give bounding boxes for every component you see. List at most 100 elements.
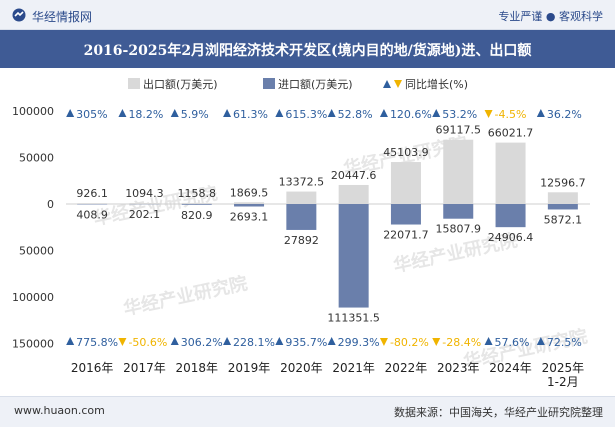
- export-data-label: 1869.5: [230, 186, 269, 199]
- yoy-up-triangle-icon: [327, 109, 336, 117]
- import-bar: [181, 204, 212, 205]
- y-tick-label: 50000: [19, 152, 54, 165]
- legend-import-swatch: [263, 78, 275, 89]
- import-yoy-label: 299.3%: [338, 336, 380, 349]
- brand-logo-icon: [12, 8, 26, 22]
- x-category-label: 2024年: [489, 361, 532, 375]
- import-data-label: 5872.1: [544, 213, 583, 226]
- export-data-label: 13372.5: [279, 176, 325, 189]
- export-yoy-label: 53.2%: [442, 108, 477, 121]
- x-category-label-line: 2022年: [385, 361, 428, 375]
- import-bar: [234, 204, 265, 207]
- export-data-label: 66021.7: [488, 127, 534, 140]
- import-bar: [547, 204, 578, 210]
- export-bar: [181, 202, 212, 204]
- import-data-label: 408.9: [76, 208, 108, 221]
- yoy-up-triangle-icon: [432, 109, 441, 117]
- x-category-label-line: 2016年: [71, 361, 114, 375]
- import-yoy-label: 57.6%: [495, 336, 530, 349]
- legend-down-triangle-icon: [394, 80, 402, 88]
- y-tick-label: 150000: [12, 338, 54, 351]
- yoy-up-triangle-icon: [484, 337, 493, 345]
- x-category-label-line: 2025年: [542, 361, 585, 375]
- x-category-label-line: 2023年: [437, 361, 480, 375]
- top-bar: 华经情报网 专业严谨 ● 客观科学: [0, 0, 615, 30]
- export-data-label: 45103.9: [383, 146, 429, 159]
- yoy-up-triangle-icon: [327, 337, 336, 345]
- export-bar: [77, 203, 108, 204]
- yoy-up-triangle-icon: [170, 337, 179, 345]
- legend: 出口额(万美元) 进口额(万美元) 同比增长(%): [128, 77, 468, 91]
- import-yoy-label: 306.2%: [181, 336, 223, 349]
- legend-up-triangle-icon: [383, 80, 391, 88]
- import-yoy-label: 72.5%: [547, 336, 582, 349]
- import-bar: [495, 204, 526, 228]
- yoy-up-triangle-icon: [379, 109, 388, 117]
- x-category-label: 2023年: [437, 361, 480, 375]
- tagline: 专业严谨 ● 客观科学: [498, 10, 603, 23]
- x-category-label-line: 2018年: [175, 361, 218, 375]
- import-yoy-label: 775.8%: [76, 336, 118, 349]
- import-data-label: 22071.7: [383, 229, 429, 242]
- import-yoy-label: -28.4%: [442, 336, 481, 349]
- data-source: 数据来源：中国海关，华经产业研究院整理: [394, 406, 603, 419]
- title-bar: [0, 30, 615, 68]
- export-bar: [443, 139, 474, 204]
- y-tick-label: 100000: [12, 291, 54, 304]
- x-category-label: 2020年: [280, 361, 323, 375]
- x-category-label: 2019年: [228, 361, 271, 375]
- yoy-down-triangle-icon: [118, 338, 127, 346]
- x-category-label: 2021年: [332, 361, 375, 375]
- footer-bar: [0, 396, 615, 427]
- import-data-label: 202.1: [129, 208, 161, 221]
- export-bar: [234, 202, 265, 204]
- x-category-label-line: 2017年: [123, 361, 166, 375]
- x-category-label-line: 1-2月: [547, 375, 579, 389]
- x-category-label-line: 2020年: [280, 361, 323, 375]
- x-category-label: 2016年: [71, 361, 114, 375]
- export-bar: [338, 184, 369, 204]
- import-data-label: 820.9: [181, 209, 213, 222]
- x-category-label: 2018年: [175, 361, 218, 375]
- x-category-label: 2017年: [123, 361, 166, 375]
- import-bar: [390, 204, 421, 225]
- x-category-label-line: 2024年: [489, 361, 532, 375]
- export-bar: [547, 192, 578, 204]
- export-data-label: 1158.8: [178, 187, 217, 200]
- export-data-label: 1094.3: [125, 187, 164, 200]
- legend-export-label: 出口额(万美元): [143, 77, 218, 91]
- export-data-label: 926.1: [76, 187, 108, 200]
- x-category-label: 2022年: [385, 361, 428, 375]
- export-data-label: 69117.5: [436, 124, 482, 137]
- yoy-up-triangle-icon: [275, 109, 284, 117]
- yoy-up-triangle-icon: [66, 337, 75, 345]
- legend-export-swatch: [128, 78, 140, 89]
- y-tick-label: 0: [47, 198, 54, 211]
- export-data-label: 20447.6: [331, 169, 377, 182]
- yoy-down-triangle-icon: [484, 110, 493, 118]
- export-yoy-label: 18.2%: [128, 108, 163, 121]
- footer-url: www.huaon.com: [14, 404, 105, 417]
- export-bar: [129, 202, 160, 204]
- yoy-up-triangle-icon: [223, 337, 232, 345]
- y-tick-label: 100000: [12, 105, 54, 118]
- export-yoy-label: 52.8%: [338, 108, 373, 121]
- export-bar: [286, 191, 317, 204]
- export-yoy-label: 615.3%: [285, 108, 327, 121]
- x-category-label-line: 2019年: [228, 361, 271, 375]
- import-bar: [286, 204, 317, 230]
- y-tick-label: 50000: [19, 245, 54, 258]
- yoy-up-triangle-icon: [275, 337, 284, 345]
- export-bar: [390, 162, 421, 204]
- yoy-down-triangle-icon: [379, 338, 388, 346]
- yoy-up-triangle-icon: [536, 109, 545, 117]
- export-yoy-label: 120.6%: [390, 108, 432, 121]
- yoy-up-triangle-icon: [536, 337, 545, 345]
- yoy-up-triangle-icon: [170, 109, 179, 117]
- import-yoy-label: -50.6%: [128, 336, 167, 349]
- import-bar: [443, 204, 474, 219]
- export-yoy-label: -4.5%: [495, 108, 527, 121]
- export-data-label: 12596.7: [540, 176, 586, 189]
- export-bar: [495, 142, 526, 204]
